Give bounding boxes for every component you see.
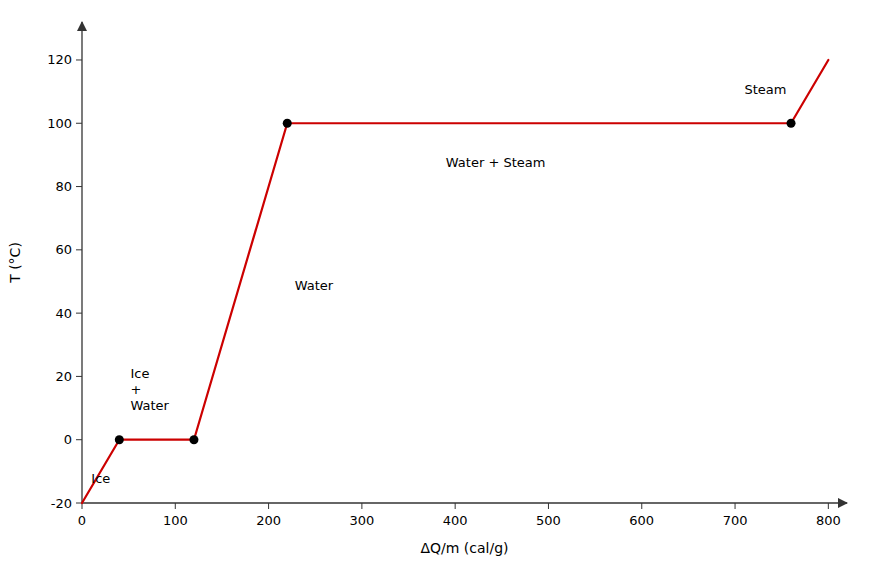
phase-label: Water	[295, 278, 334, 293]
x-tick	[175, 503, 176, 509]
y-tick-label: 120	[47, 52, 72, 67]
chart: 0 100 200 300 400 500 600 700 800 -20 0 20 40 60 80 100…	[0, 0, 875, 569]
y-tick	[76, 313, 82, 314]
heating-curve	[82, 60, 828, 503]
y-tick	[76, 186, 82, 187]
x-tick-label: 600	[629, 513, 654, 528]
x-tick-label: 200	[256, 513, 281, 528]
x-tick	[548, 503, 549, 509]
y-tick	[76, 59, 82, 60]
y-tick-label: 100	[47, 116, 72, 131]
x-tick	[361, 503, 362, 509]
y-tick-label: 40	[55, 306, 72, 321]
y-tick	[76, 439, 82, 440]
x-tick-label: 800	[816, 513, 841, 528]
y-tick-label: 20	[55, 369, 72, 384]
y-axis-label: T (°C)	[7, 242, 23, 284]
phase-label: Water + Steam	[446, 155, 546, 170]
transition-point	[189, 435, 198, 444]
x-tick-label: 0	[78, 513, 86, 528]
y-tick	[76, 376, 82, 377]
transition-point	[115, 435, 124, 444]
x-tick	[641, 503, 642, 509]
x-axis-label: ΔQ/m (cal/g)	[420, 540, 508, 556]
x-tick	[455, 503, 456, 509]
y-tick	[76, 123, 82, 124]
phase-label: Ice	[91, 471, 110, 486]
y-tick	[76, 249, 82, 250]
transition-point	[787, 119, 796, 128]
x-tick-label: 100	[163, 513, 188, 528]
x-tick-label: 500	[536, 513, 561, 528]
x-axis	[82, 502, 847, 503]
x-tick-label: 300	[349, 513, 374, 528]
x-tick	[735, 503, 736, 509]
plot-area	[82, 60, 828, 503]
y-axis	[81, 22, 82, 503]
y-tick-label: 80	[55, 179, 72, 194]
x-tick-label: 400	[443, 513, 468, 528]
y-tick-label: 0	[64, 432, 72, 447]
x-tick	[828, 503, 829, 509]
x-tick-label: 700	[723, 513, 748, 528]
y-tick-label: 60	[55, 242, 72, 257]
y-tick-label: -20	[51, 496, 72, 511]
phase-label: Ice+Water	[131, 366, 170, 413]
x-tick	[268, 503, 269, 509]
transition-point	[283, 119, 292, 128]
phase-label: Steam	[744, 82, 786, 97]
